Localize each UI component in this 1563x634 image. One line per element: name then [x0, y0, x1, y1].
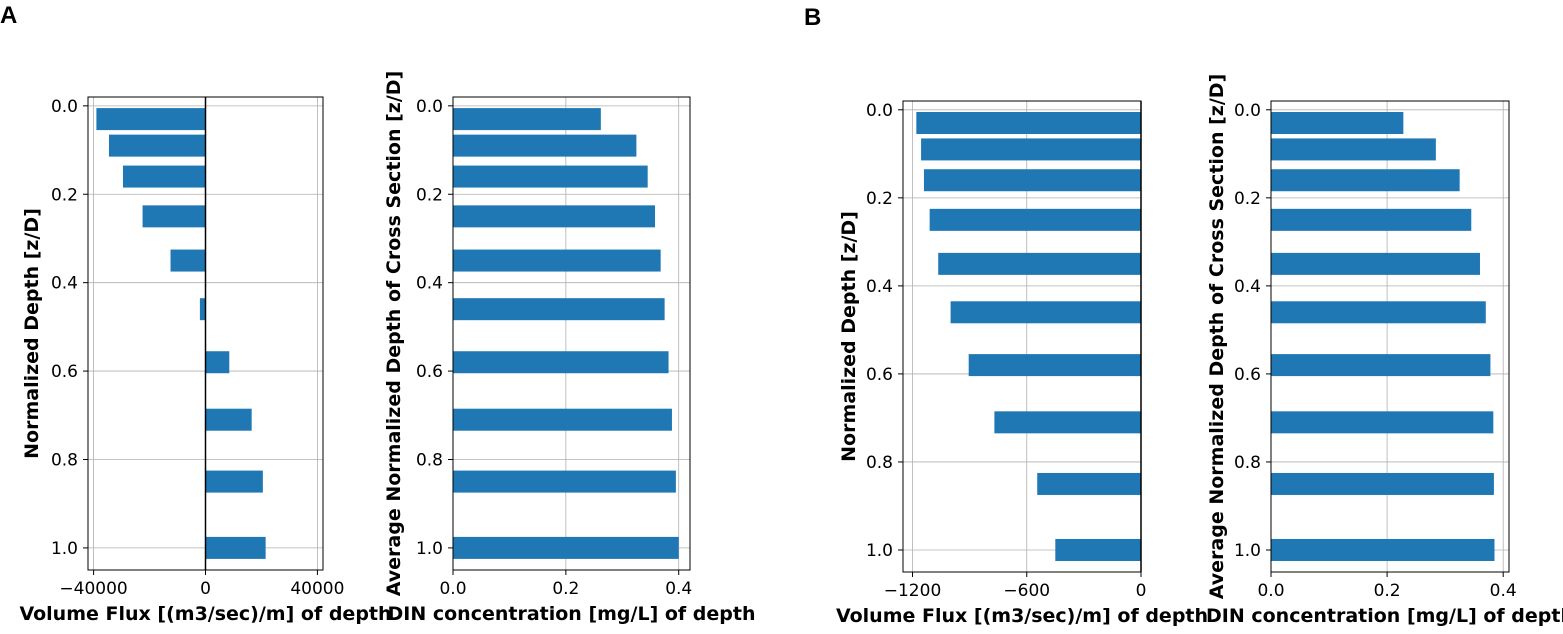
x-tick-label: 40000: [290, 579, 344, 599]
y-tick-label: 0.6: [1234, 365, 1261, 385]
bar: [142, 205, 206, 228]
bar: [1271, 472, 1494, 495]
bar: [1271, 538, 1495, 561]
bar: [453, 408, 672, 431]
x-tick-label: −40000: [59, 579, 127, 599]
y-axis-label: Average Normalized Depth of Cross Sectio…: [1206, 74, 1228, 600]
y-tick-label: 0.8: [51, 450, 78, 470]
bar: [968, 354, 1141, 377]
y-tick-label: 0.2: [51, 185, 78, 205]
y-tick-label: 0.8: [416, 450, 443, 470]
subplot-3: −1200 −600 0 0.0 0.2 0.4 0.6 0.8 1.0 Volume Flux …: [836, 100, 1208, 627]
bar: [1271, 112, 1404, 135]
bar: [1271, 411, 1494, 434]
bar: [170, 249, 206, 272]
y-tick-label: 0.4: [416, 274, 443, 294]
y-tick-label: 1.0: [1234, 541, 1261, 561]
x-tick-label: 0.4: [1490, 581, 1517, 601]
y-tick-label: 0.0: [51, 97, 78, 117]
x-tick-label: 0.0: [1257, 581, 1284, 601]
bar: [205, 536, 266, 559]
x-tick-label: −600: [1003, 581, 1050, 601]
bar: [453, 470, 676, 493]
bar: [1271, 252, 1480, 275]
bar: [453, 134, 637, 157]
bar: [96, 108, 206, 131]
bar: [205, 408, 252, 431]
bar: [994, 411, 1141, 434]
x-tick-label: −1200: [884, 581, 942, 601]
bar: [453, 536, 679, 559]
y-axis-label: Normalized Depth [z/D]: [21, 208, 43, 459]
bar: [453, 351, 669, 374]
x-tick-label: 0.0: [439, 579, 466, 599]
bar: [199, 298, 206, 321]
y-tick-label: 0.0: [866, 101, 893, 121]
panel-label-b: B: [804, 4, 822, 31]
bar: [1271, 169, 1460, 192]
bar: [921, 138, 1141, 161]
bar: [1271, 301, 1486, 324]
plot-frame: [452, 96, 691, 571]
y-tick-label: 0.0: [1234, 101, 1261, 121]
bar: [108, 134, 206, 157]
bar: [122, 165, 206, 188]
bar: [938, 252, 1141, 275]
bar: [923, 169, 1141, 192]
bar: [929, 208, 1141, 231]
y-tick-label: 0.6: [416, 362, 443, 382]
x-tick-label: 0: [1136, 581, 1147, 601]
bar: [453, 108, 601, 131]
bar: [453, 165, 648, 188]
y-tick-label: 0.8: [1234, 453, 1261, 473]
bar: [205, 351, 230, 374]
bar: [1271, 208, 1472, 231]
x-axis-label: DIN concentration [mg/L] of depth: [388, 603, 756, 625]
plot-frame: [1270, 100, 1510, 573]
y-tick-label: 0.8: [866, 453, 893, 473]
y-tick-label: 0.2: [866, 189, 893, 209]
plot-frame: [902, 100, 1142, 573]
bar: [1055, 538, 1141, 561]
y-axis-label: Normalized Depth [z/D]: [838, 211, 860, 462]
panel-label-a: A: [0, 2, 18, 29]
x-axis-label: DIN concentration [mg/L] of depth: [1206, 605, 1563, 627]
bar: [205, 470, 263, 493]
y-tick-label: 0.4: [866, 277, 893, 297]
y-tick-label: 0.2: [1234, 189, 1261, 209]
y-tick-label: 0.0: [416, 97, 443, 117]
bar: [916, 112, 1141, 135]
bar: [950, 301, 1141, 324]
y-tick-label: 0.4: [51, 274, 78, 294]
y-tick-label: 1.0: [51, 539, 78, 559]
y-tick-label: 0.4: [1234, 277, 1261, 297]
subplot-4: 0.0 0.2 0.4 0.0 0.2 0.4 0.6 0.8 1.0 DIN concentra…: [1206, 74, 1563, 627]
y-tick-label: 0.2: [416, 185, 443, 205]
x-tick-label: 0.2: [552, 579, 579, 599]
y-tick-label: 0.6: [866, 365, 893, 385]
y-tick-label: 1.0: [416, 539, 443, 559]
y-tick-label: 1.0: [866, 541, 893, 561]
x-axis-label: Volume Flux [(m3/sec)/m] of depth: [19, 603, 391, 625]
bar: [1271, 354, 1491, 377]
x-axis-label: Volume Flux [(m3/sec)/m] of depth: [836, 605, 1208, 627]
y-axis-label: Average Normalized Depth of Cross Sectio…: [383, 71, 405, 597]
x-tick-label: 0.4: [665, 579, 692, 599]
bar: [1037, 472, 1141, 495]
x-tick-label: 0: [200, 579, 211, 599]
subplot-2: 0.0 0.2 0.4 0.0 0.2 0.4 0.6 0.8 1.0 DIN concentra…: [383, 71, 756, 625]
subplot-1: −40000 0 40000 0.0 0.2 0.4 0.6 0.8 1.0 Volume Flu…: [19, 96, 392, 625]
bar: [453, 205, 656, 228]
bar: [1271, 138, 1436, 161]
bar: [453, 298, 665, 321]
bar: [453, 249, 661, 272]
x-tick-label: 0.2: [1374, 581, 1401, 601]
y-tick-label: 0.6: [51, 362, 78, 382]
